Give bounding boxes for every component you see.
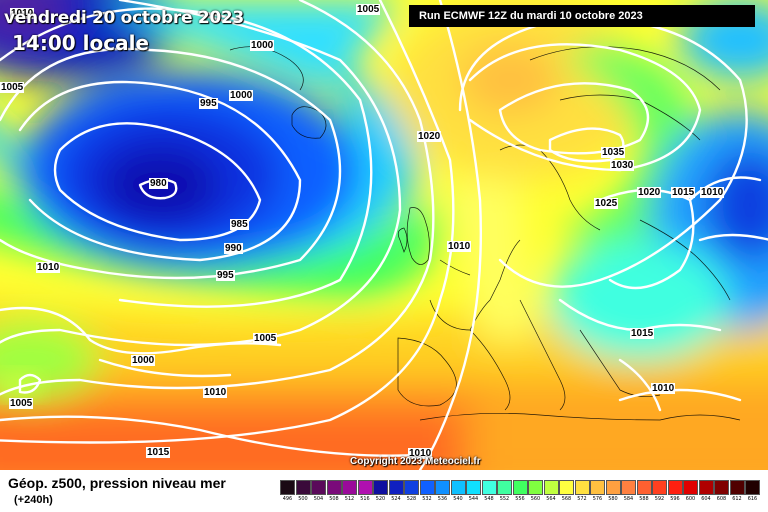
colorbar-label: 608: [716, 496, 727, 502]
colorbar-swatch: [652, 480, 667, 495]
colorbar-label: 568: [561, 496, 572, 502]
isobar-label: 1005: [9, 398, 34, 409]
colorbar-swatch: [466, 480, 481, 495]
colorbar-label: 612: [732, 496, 742, 502]
colorbar-label: 504: [313, 496, 324, 502]
isobar-label: 1015: [671, 187, 696, 198]
isobar-label: 990: [224, 243, 243, 254]
colorbar-swatch: [388, 480, 404, 495]
colorbar-label: 604: [701, 496, 711, 502]
isobar-label: 1020: [637, 187, 662, 198]
isobar-label: 1000: [250, 40, 275, 51]
colorbar-swatch: [683, 480, 698, 495]
colorbar-swatch: [404, 480, 419, 495]
isobar-label: 1025: [594, 198, 619, 209]
colorbar-label: 560: [530, 496, 541, 502]
colorbar-label: 500: [298, 496, 308, 502]
isobar-label: 1005: [356, 4, 381, 15]
isobar-label: 995: [199, 98, 218, 109]
colorbar-swatch: [373, 480, 388, 495]
colorbar-label: 600: [685, 496, 696, 502]
isobar-label: 1000: [229, 90, 254, 101]
colorbar-swatch: [435, 480, 450, 495]
colorbar-swatch: [419, 480, 435, 495]
colorbar-swatch: [745, 480, 760, 495]
isobar-label: 1010: [203, 387, 228, 398]
colorbar-label: 548: [484, 496, 494, 502]
forecast-lead: (+240h): [14, 494, 53, 506]
isobar-label: 1010: [36, 262, 61, 273]
colorbar-swatch: [342, 480, 357, 495]
colorbar-label: 528: [406, 496, 417, 502]
copyright: Copyright 2023 Meteociel.fr: [350, 456, 481, 467]
colorbar-swatch: [497, 480, 512, 495]
colorbar-swatch: [667, 480, 683, 495]
colorbar-label: 540: [453, 496, 463, 502]
colorbar-label: 584: [623, 496, 634, 502]
colorbar-swatch: [280, 480, 295, 495]
colorbar-label: 596: [670, 496, 680, 502]
colorbar-label: 588: [639, 496, 649, 502]
colorbar-label: 552: [499, 496, 510, 502]
colorbar-label: 496: [282, 496, 293, 502]
colorbar-label: 592: [654, 496, 665, 502]
colorbar-label: 516: [360, 496, 370, 502]
isobar-label: 1015: [630, 328, 655, 339]
isobar-label: 1010: [10, 8, 35, 19]
isobar-label: 1010: [651, 383, 676, 394]
colorbar-swatch: [605, 480, 621, 495]
colorbar-label: 524: [391, 496, 401, 502]
colorbar-label: 508: [329, 496, 339, 502]
run-banner: Run ECMWF 12Z du mardi 10 octobre 2023: [409, 5, 755, 27]
colorbar-swatch: [311, 480, 326, 495]
colorbar-swatch: [528, 480, 543, 495]
colorbar-label: 532: [422, 496, 432, 502]
colorbar-label: 512: [344, 496, 355, 502]
geopotential-field: [0, 0, 768, 470]
isobar-label: 1015: [146, 447, 171, 458]
isobar-label: 1030: [610, 160, 635, 171]
colorbar-swatch: [636, 480, 652, 495]
colorbar-label: 572: [577, 496, 587, 502]
colorbar-swatch: [326, 480, 342, 495]
isobar-label: 1005: [0, 82, 25, 93]
isobar-label: 1035: [601, 147, 626, 158]
colorbar-swatch: [559, 480, 574, 495]
valid-date: vendredi 20 octobre 2023: [4, 8, 244, 28]
colorbar-swatch: [714, 480, 729, 495]
colorbar-label: 564: [546, 496, 556, 502]
colorbar-label: 556: [515, 496, 525, 502]
weather-map: 1010 1005 1000 1005 1000 995 1020 980 985 990 1010…: [0, 0, 768, 470]
colorbar-label: 576: [592, 496, 603, 502]
colorbar-label: 616: [747, 496, 758, 502]
colorbar-label: 520: [375, 496, 386, 502]
legend-panel: Géop. z500, pression niveau mer (+240h) …: [0, 470, 768, 512]
colorbar-label: 544: [468, 496, 479, 502]
coastlines: [229, 46, 741, 421]
colorbar-swatch: [481, 480, 497, 495]
isobar-label: 1005: [253, 333, 278, 344]
isobar-label: 995: [216, 270, 235, 281]
colorbar-swatch: [574, 480, 590, 495]
colorbar-swatch: [512, 480, 528, 495]
colorbar-swatch: [543, 480, 559, 495]
colorbar-label: 580: [608, 496, 618, 502]
colorbar-swatch: [590, 480, 605, 495]
isobar-label: 980: [149, 178, 168, 189]
isobar-label: 1020: [417, 131, 442, 142]
valid-time: 14:00 locale: [12, 31, 149, 55]
colorbar-swatch: [698, 480, 714, 495]
colorbar-swatch: [621, 480, 636, 495]
isobar-label: 1010: [700, 187, 725, 198]
colorbar-swatch: [450, 480, 466, 495]
isobar-label: 985: [230, 219, 249, 230]
colorbar-swatch: [295, 480, 311, 495]
colorbar-swatch: [357, 480, 373, 495]
colorbar-swatch: [729, 480, 745, 495]
product-title: Géop. z500, pression niveau mer: [8, 475, 226, 491]
colorbar-label: 536: [437, 496, 448, 502]
isobar-label: 1000: [131, 355, 156, 366]
isobar-label: 1010: [408, 448, 433, 459]
isobar-label: 1010: [447, 241, 472, 252]
